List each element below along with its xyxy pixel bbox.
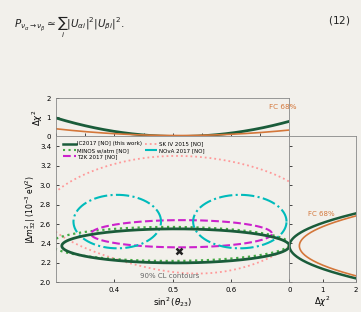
Y-axis label: $\Delta\chi^2$: $\Delta\chi^2$: [31, 109, 45, 125]
Text: FC 68%: FC 68%: [269, 104, 296, 110]
X-axis label: $\sin^2(\theta_{23})$: $\sin^2(\theta_{23})$: [153, 295, 192, 309]
Legend: IC2017 [NO] (this work), MINOS w/atm [NO], T2K 2017 [NO], SK IV 2015 [NO], NOvA : IC2017 [NO] (this work), MINOS w/atm [NO…: [61, 139, 207, 162]
Text: $(12)$: $(12)$: [328, 14, 350, 27]
Text: FC 68%: FC 68%: [308, 211, 334, 217]
Text: 90% CL contours: 90% CL contours: [140, 273, 200, 279]
X-axis label: $\Delta\chi^2$: $\Delta\chi^2$: [314, 295, 331, 309]
Text: $P_{\nu_\alpha \to \nu_\beta} \simeq \sum_i |U_{\alpha i}|^2 |U_{\beta i}|^2.$: $P_{\nu_\alpha \to \nu_\beta} \simeq \su…: [14, 14, 125, 40]
Y-axis label: $|\Delta m^2_{32}|$ $(10^{-3}$ eV$^2)$: $|\Delta m^2_{32}|$ $(10^{-3}$ eV$^2)$: [23, 175, 39, 244]
